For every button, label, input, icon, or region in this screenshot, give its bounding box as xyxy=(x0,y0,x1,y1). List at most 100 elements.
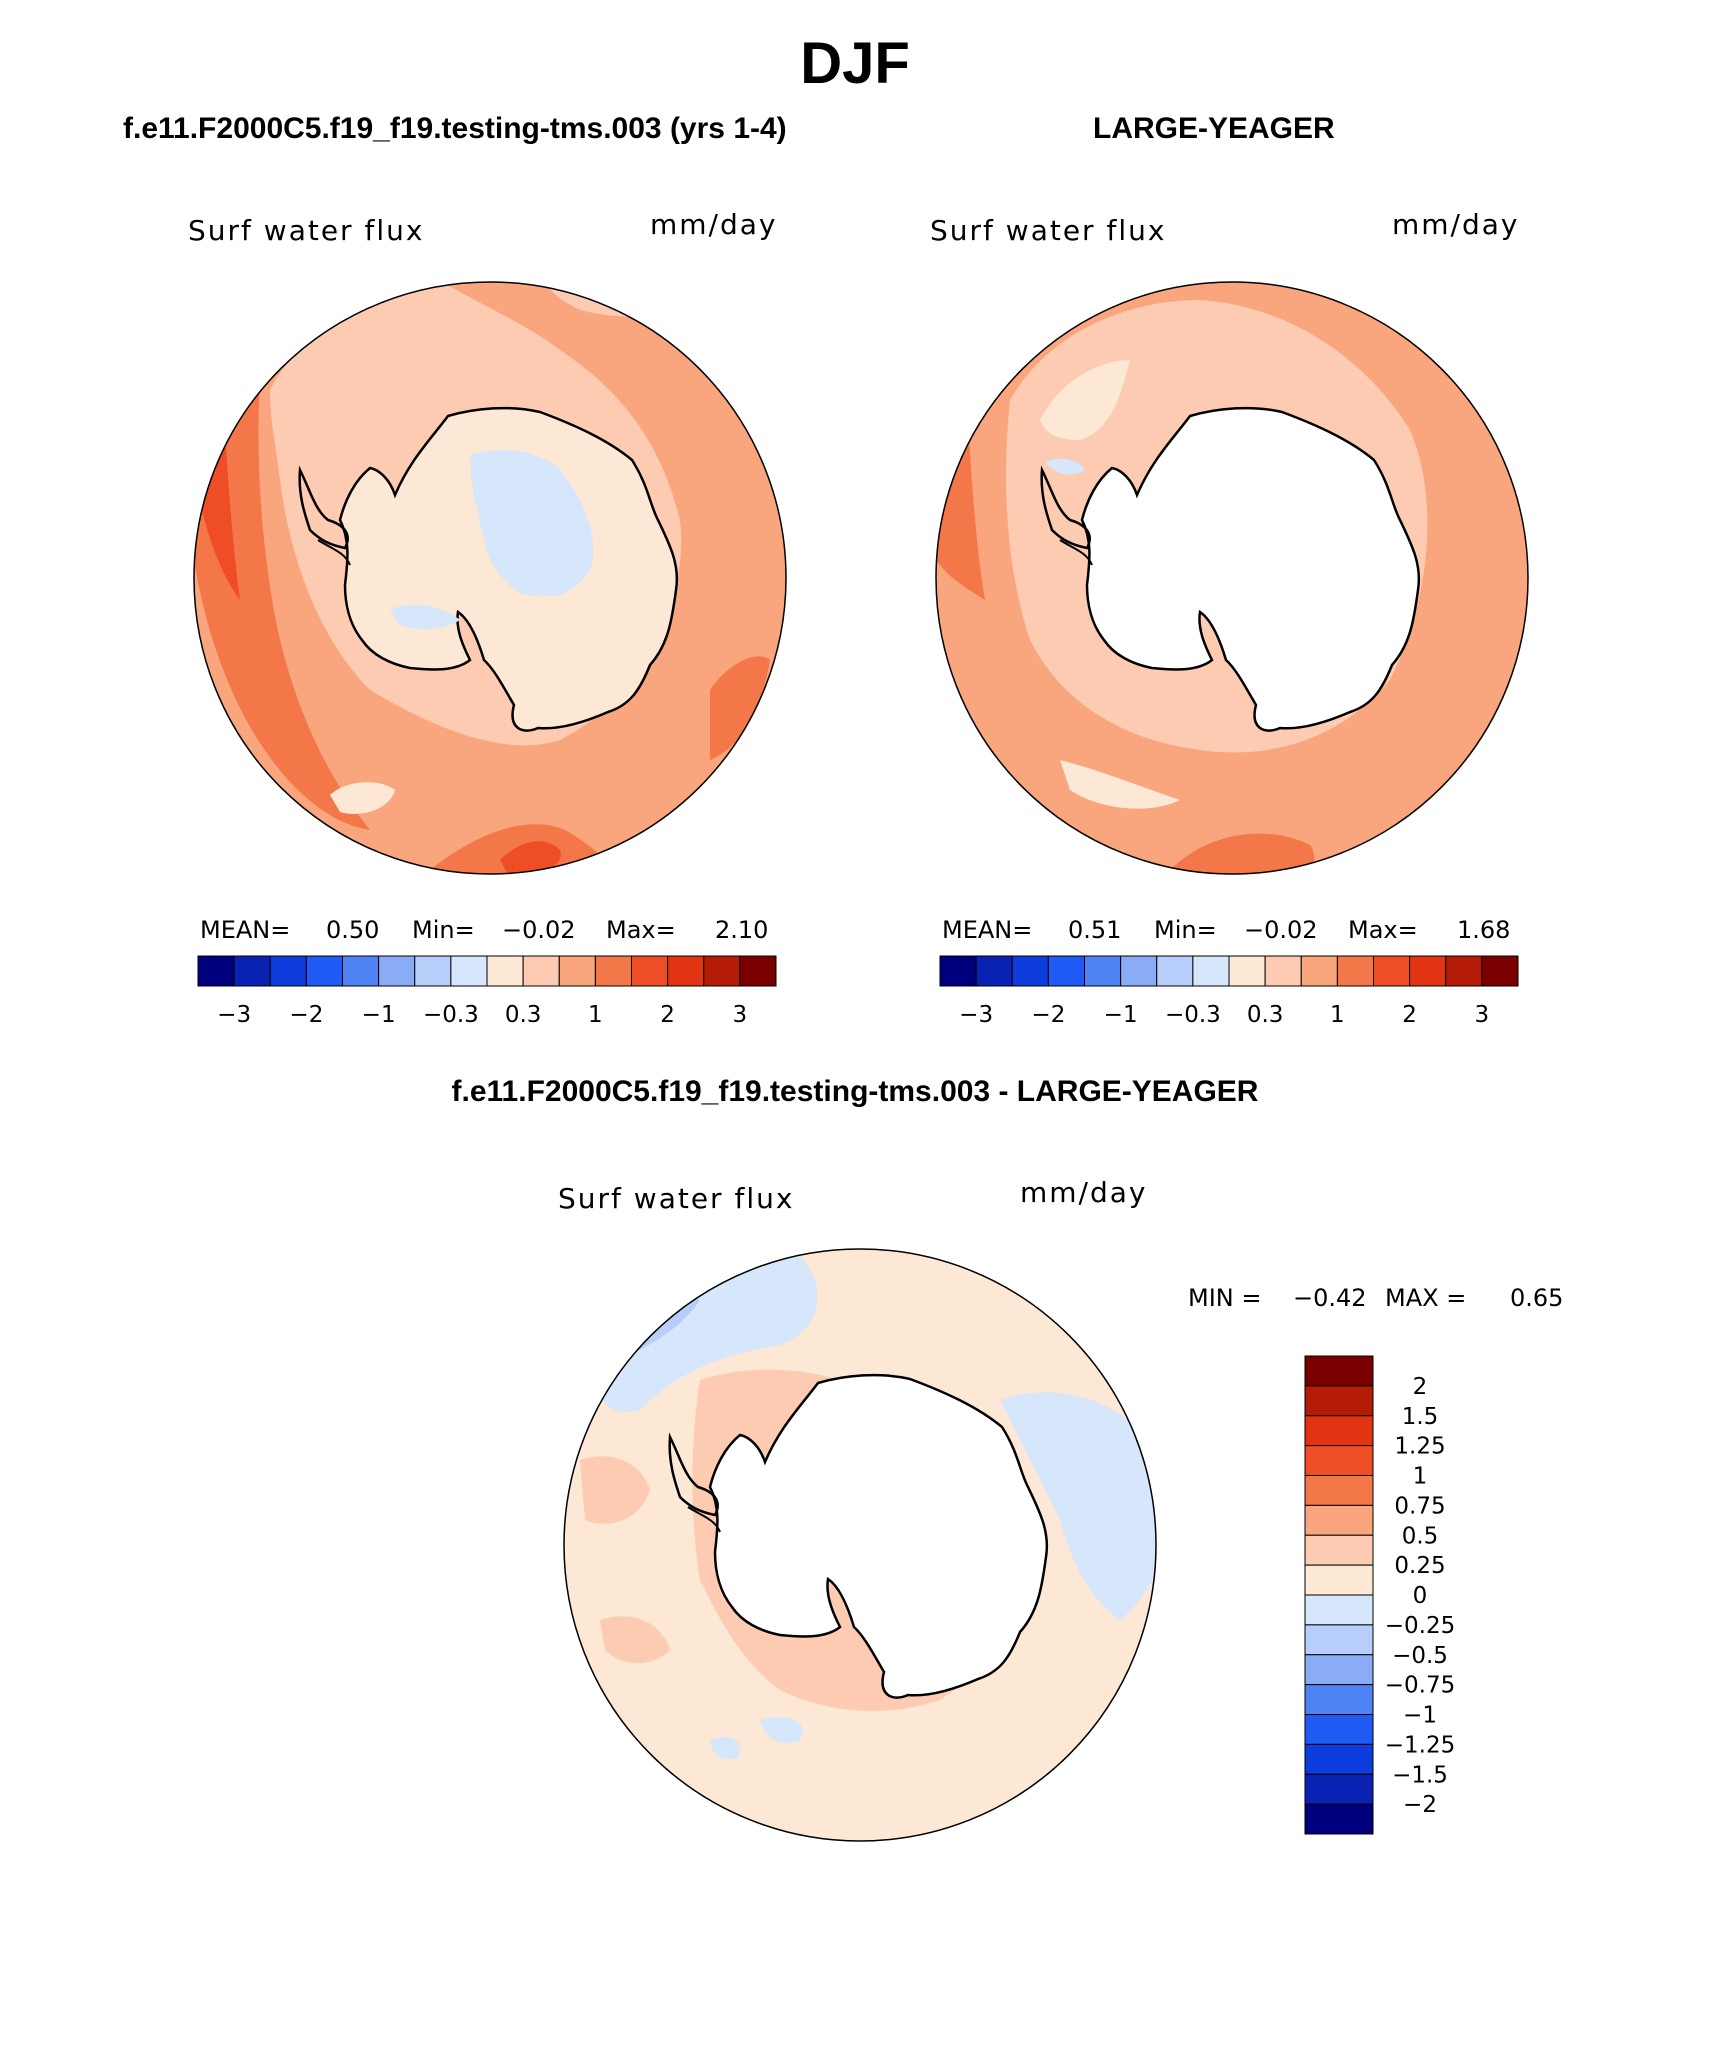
panel1-colorbar-box xyxy=(558,955,596,987)
difference-colorbar-box xyxy=(1304,1534,1374,1566)
panel2-min-value: −0.02 xyxy=(1244,916,1318,944)
panel1-colorbar: −3 −2 −1 −0.3 0.3 1 2 3 xyxy=(197,955,777,1028)
panel1-colorbar-box xyxy=(269,955,307,987)
panel2-colorbar-box xyxy=(1084,955,1122,987)
difference-colorbar-box xyxy=(1304,1654,1374,1686)
panel2-colorbar-tick-label: −0.3 xyxy=(1165,1002,1221,1028)
panel1-colorbar-box xyxy=(739,955,777,987)
panel3-map xyxy=(563,1248,1157,1842)
panel2-colorbar-box xyxy=(1409,955,1447,987)
panel2-max-value: 1.68 xyxy=(1457,916,1511,944)
panel1-mean-label: MEAN= xyxy=(200,916,291,944)
difference-title: f.e11.F2000C5.f19_f19.testing-tms.003 - … xyxy=(451,1075,1259,1108)
difference-colorbar-box xyxy=(1304,1773,1374,1805)
panel2-colorbar-box xyxy=(1481,955,1519,987)
panel1-colorbar-tick-label: −1 xyxy=(362,1002,396,1028)
panel2-colorbar-tick-label: 0.3 xyxy=(1247,1002,1284,1028)
panel1-colorbar-box xyxy=(305,955,343,987)
panel2-variable-label: Surf water flux xyxy=(930,214,1167,247)
panel2-colorbar-box xyxy=(1373,955,1411,987)
panel1-colorbar-box xyxy=(378,955,416,987)
panel1-colorbar-box xyxy=(631,955,669,987)
panel2-units-label: mm/day xyxy=(1392,208,1520,241)
difference-colorbar-tick-label: −1.25 xyxy=(1385,1732,1455,1758)
difference-colorbar-tick-label: 0 xyxy=(1413,1583,1428,1609)
panel3-max-value: 0.65 xyxy=(1510,1284,1564,1312)
panel2-colorbar-tick-label: 1 xyxy=(1330,1002,1345,1028)
difference-colorbar-box xyxy=(1304,1803,1374,1835)
panel1-units-label: mm/day xyxy=(650,208,778,241)
panel1-min-label: Min= xyxy=(412,916,475,944)
panel2-colorbar-box xyxy=(1264,955,1302,987)
panel2-colorbar-box xyxy=(1336,955,1374,987)
panel1-max-label: Max= xyxy=(606,916,676,944)
panel1-mean-value: 0.50 xyxy=(326,916,380,944)
panel2-colorbar-box xyxy=(1445,955,1483,987)
difference-colorbar-tick-label: 1 xyxy=(1413,1464,1428,1490)
panel1-colorbar-box xyxy=(703,955,741,987)
difference-colorbar-tick-label: 2 xyxy=(1413,1374,1428,1400)
panel1-colorbar-box xyxy=(414,955,452,987)
panel3-min-label: MIN = xyxy=(1188,1284,1262,1312)
panel3-min-value: −0.42 xyxy=(1293,1284,1367,1312)
panel1-colorbar-box xyxy=(342,955,380,987)
panel2-colorbar-tick-label: −1 xyxy=(1104,1002,1138,1028)
difference-colorbar-tick-label: 0.5 xyxy=(1402,1523,1439,1549)
panel1-colorbar-box xyxy=(594,955,632,987)
panel1-colorbar-tick-label: 1 xyxy=(588,1002,603,1028)
difference-colorbar-box xyxy=(1304,1684,1374,1715)
difference-colorbar-tick-label: −1.5 xyxy=(1392,1762,1448,1788)
panel2-colorbar-tick-label: −2 xyxy=(1031,1002,1065,1028)
panel3-max-label: MAX = xyxy=(1385,1284,1467,1312)
panel2-colorbar: −3 −2 −1 −0.3 0.3 1 2 3 xyxy=(939,955,1519,1028)
panel3-units-label: mm/day xyxy=(1020,1176,1148,1209)
difference-colorbar: 2 1.5 1.25 1 0.75 0.5 0.25 0 −0.25 −0.5 −0.75 −1 −1.… xyxy=(1304,1355,1455,1835)
panel2-colorbar-tick-label: −3 xyxy=(959,1002,993,1028)
panel2-colorbar-tick-label: 3 xyxy=(1475,1002,1490,1028)
difference-colorbar-box xyxy=(1304,1714,1374,1745)
difference-colorbar-tick-label: 0.25 xyxy=(1394,1553,1445,1579)
difference-colorbar-tick-label: 0.75 xyxy=(1394,1493,1445,1519)
difference-colorbar-tick-label: 1.25 xyxy=(1394,1434,1445,1460)
panel2-colorbar-box xyxy=(1156,955,1194,987)
panel1-colorbar-box xyxy=(233,955,271,987)
panel2-colorbar-box xyxy=(939,955,977,987)
panel1-colorbar-tick-label: −3 xyxy=(217,1002,251,1028)
panel2-colorbar-tick-label: 2 xyxy=(1402,1002,1417,1028)
difference-colorbar-tick-label: −2 xyxy=(1403,1792,1437,1818)
difference-colorbar-box xyxy=(1304,1743,1374,1775)
panel2-colorbar-box xyxy=(1047,955,1085,987)
difference-colorbar-box xyxy=(1304,1475,1374,1506)
panel2-map xyxy=(935,281,1529,875)
difference-colorbar-box xyxy=(1304,1385,1374,1417)
case2-title: LARGE-YEAGER xyxy=(1093,112,1335,145)
panel2-colorbar-box xyxy=(1120,955,1158,987)
panel1-map xyxy=(193,281,787,875)
panel3-variable-label: Surf water flux xyxy=(558,1182,795,1215)
panel2-max-label: Max= xyxy=(1348,916,1418,944)
panel1-max-value: 2.10 xyxy=(715,916,769,944)
panel2-mean-value: 0.51 xyxy=(1068,916,1122,944)
difference-colorbar-box xyxy=(1304,1504,1374,1536)
panel1-colorbar-tick-label: 0.3 xyxy=(505,1002,542,1028)
difference-colorbar-tick-label: −0.25 xyxy=(1385,1613,1455,1639)
panel1-colorbar-box xyxy=(450,955,488,987)
difference-colorbar-box xyxy=(1304,1445,1374,1476)
difference-colorbar-box xyxy=(1304,1624,1374,1656)
case1-title: f.e11.F2000C5.f19_f19.testing-tms.003 (y… xyxy=(123,112,787,145)
panel1-min-value: −0.02 xyxy=(502,916,576,944)
difference-colorbar-tick-label: −0.5 xyxy=(1392,1643,1448,1669)
panel2-colorbar-box xyxy=(975,955,1013,987)
difference-colorbar-tick-label: 1.5 xyxy=(1402,1404,1439,1430)
panel2-colorbar-box xyxy=(1228,955,1266,987)
panel1-colorbar-box xyxy=(486,955,524,987)
difference-colorbar-tick-label: −0.75 xyxy=(1385,1673,1455,1699)
panel1-colorbar-tick-label: −0.3 xyxy=(423,1002,479,1028)
difference-colorbar-box xyxy=(1304,1564,1374,1596)
difference-colorbar-box xyxy=(1304,1415,1374,1447)
panel2-colorbar-box xyxy=(1011,955,1049,987)
panel1-colorbar-box xyxy=(522,955,560,987)
panel2-min-label: Min= xyxy=(1154,916,1217,944)
panel1-colorbar-tick-label: 2 xyxy=(660,1002,675,1028)
